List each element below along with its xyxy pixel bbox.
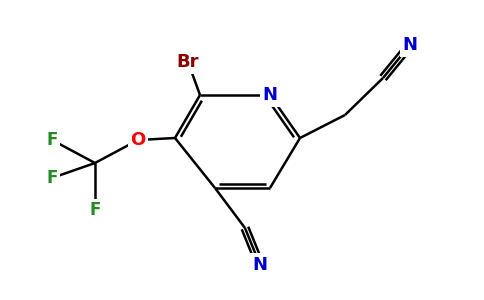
- Text: F: F: [90, 201, 101, 219]
- Text: O: O: [130, 131, 146, 149]
- Text: F: F: [46, 169, 58, 187]
- Text: Br: Br: [177, 53, 199, 71]
- Text: F: F: [46, 131, 58, 149]
- Text: N: N: [253, 256, 268, 274]
- Text: N: N: [403, 36, 418, 54]
- Text: N: N: [262, 86, 277, 104]
